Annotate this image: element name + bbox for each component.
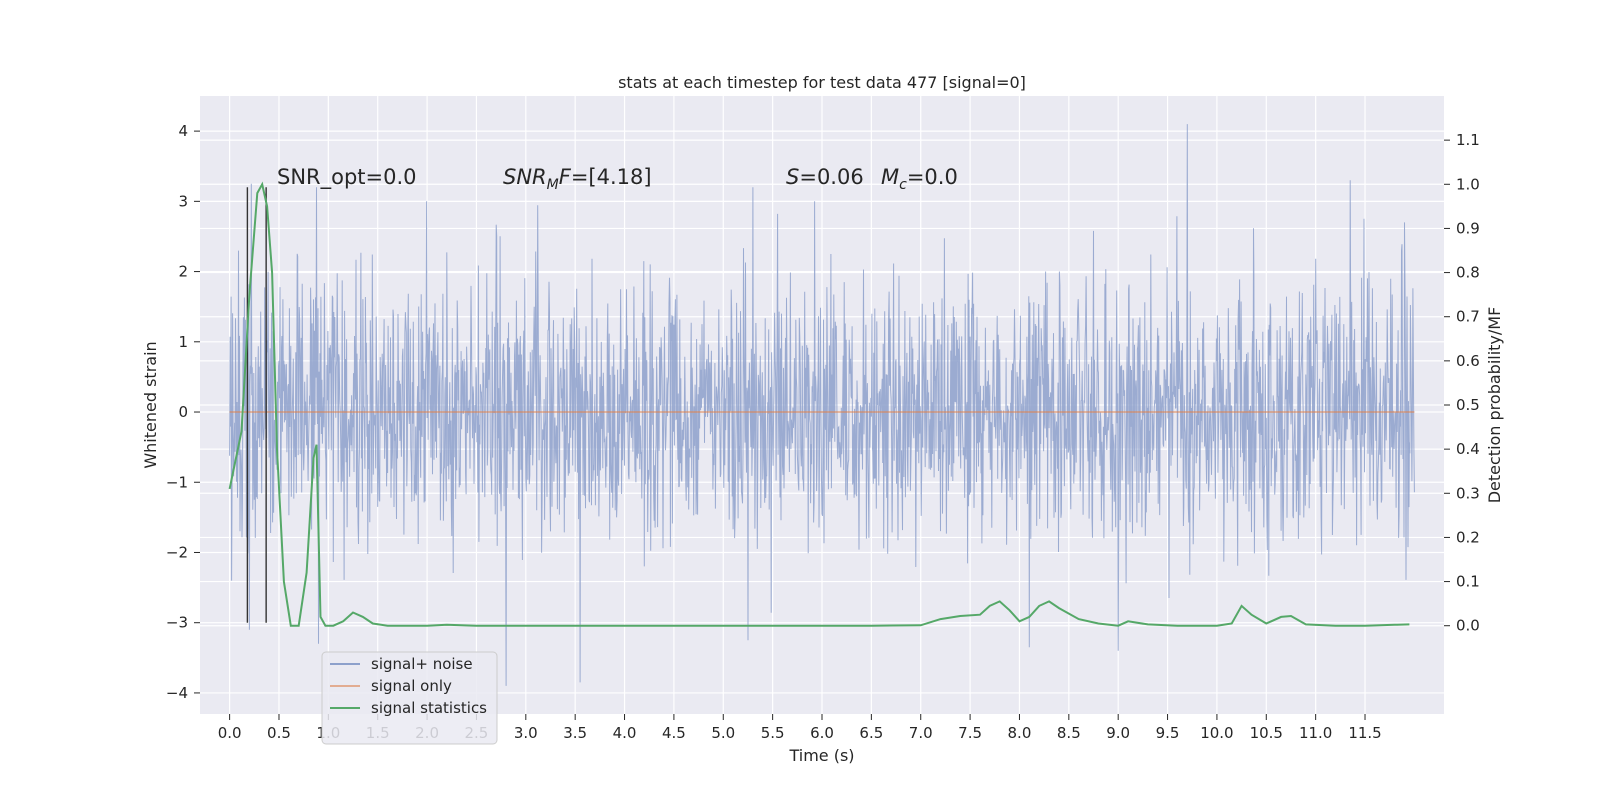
x-tick-label: 11.0 (1299, 724, 1332, 742)
x-tick-label: 8.5 (1057, 724, 1081, 742)
y-tick-label-right: 0.4 (1456, 440, 1480, 458)
x-tick-label: 0.5 (267, 724, 291, 742)
y-axis-label-right: Detection probability/MF (1485, 307, 1504, 504)
y-tick-label-left: −3 (166, 614, 188, 632)
y-tick-label-left: −1 (166, 473, 188, 491)
x-tick-label: 10.0 (1200, 724, 1233, 742)
y-tick-label-right: 0.0 (1456, 617, 1480, 635)
vertical-markers (246, 187, 267, 623)
y-tick-label-right: 0.1 (1456, 573, 1480, 591)
snr-mf-annotation: SNRMF=[4.18] (503, 165, 652, 193)
signal-noise-series (229, 124, 1415, 686)
y-tick-label-right: 0.7 (1456, 308, 1480, 326)
y-tick-label-right: 0.8 (1456, 264, 1480, 282)
y-tick-label-right: 0.3 (1456, 484, 1480, 502)
x-tick-label: 5.5 (761, 724, 785, 742)
x-tick-label: 9.5 (1156, 724, 1180, 742)
chart-title: stats at each timestep for test data 477… (618, 73, 1026, 92)
x-tick-label: 7.0 (909, 724, 933, 742)
x-tick-label: 4.5 (662, 724, 686, 742)
x-tick-label: 3.0 (514, 724, 538, 742)
legend-label-signal-only: signal only (371, 677, 452, 695)
x-axis-label: Time (s) (788, 746, 854, 765)
legend-box (321, 651, 498, 745)
x-tick-label: 6.5 (859, 724, 883, 742)
y-tick-label-left: −2 (166, 543, 188, 561)
s-annotation: S=0.06 (786, 165, 864, 189)
y-tick-label-right: 0.9 (1456, 219, 1480, 237)
y-tick-label-left: 4 (178, 122, 188, 140)
mc-annotation: Mc=0.0 (881, 165, 958, 193)
x-tick-label: 5.0 (711, 724, 735, 742)
y-tick-label-left: 0 (178, 403, 188, 421)
y-tick-label-right: 0.2 (1456, 528, 1480, 546)
x-tick-label: 6.0 (810, 724, 834, 742)
x-tick-label: 0.0 (218, 724, 242, 742)
signal-statistics-line (228, 181, 1410, 627)
legend: signal+ noise signal only signal statist… (321, 651, 498, 745)
y-tick-label-left: 2 (178, 263, 188, 281)
legend-label-signal-statistics: signal statistics (371, 699, 487, 717)
legend-label-signal-noise: signal+ noise (371, 655, 473, 673)
x-tick-label: 10.5 (1250, 724, 1283, 742)
signal-statistics-series (228, 181, 1410, 627)
x-tick-label: 4.0 (613, 724, 637, 742)
y-tick-label-right: 0.6 (1456, 352, 1480, 370)
x-tick-label: 3.5 (563, 724, 587, 742)
y-tick-label-left: 3 (178, 192, 188, 210)
y-tick-label-left: 1 (178, 333, 188, 351)
y-tick-label-right: 0.5 (1456, 396, 1480, 414)
signal-noise-line (229, 124, 1415, 686)
y-tick-label-left: −4 (166, 684, 188, 702)
y-tick-label-right: 1.1 (1456, 131, 1480, 149)
y-axis-label-left: Whitened strain (141, 341, 160, 468)
snr-opt-annotation: SNR_opt=0.0 (277, 165, 417, 190)
y-tick-label-right: 1.0 (1456, 175, 1480, 193)
x-tick-label: 8.0 (1008, 724, 1032, 742)
x-tick-label: 9.0 (1106, 724, 1130, 742)
x-tick-label: 11.5 (1348, 724, 1381, 742)
x-tick-label: 7.5 (958, 724, 982, 742)
